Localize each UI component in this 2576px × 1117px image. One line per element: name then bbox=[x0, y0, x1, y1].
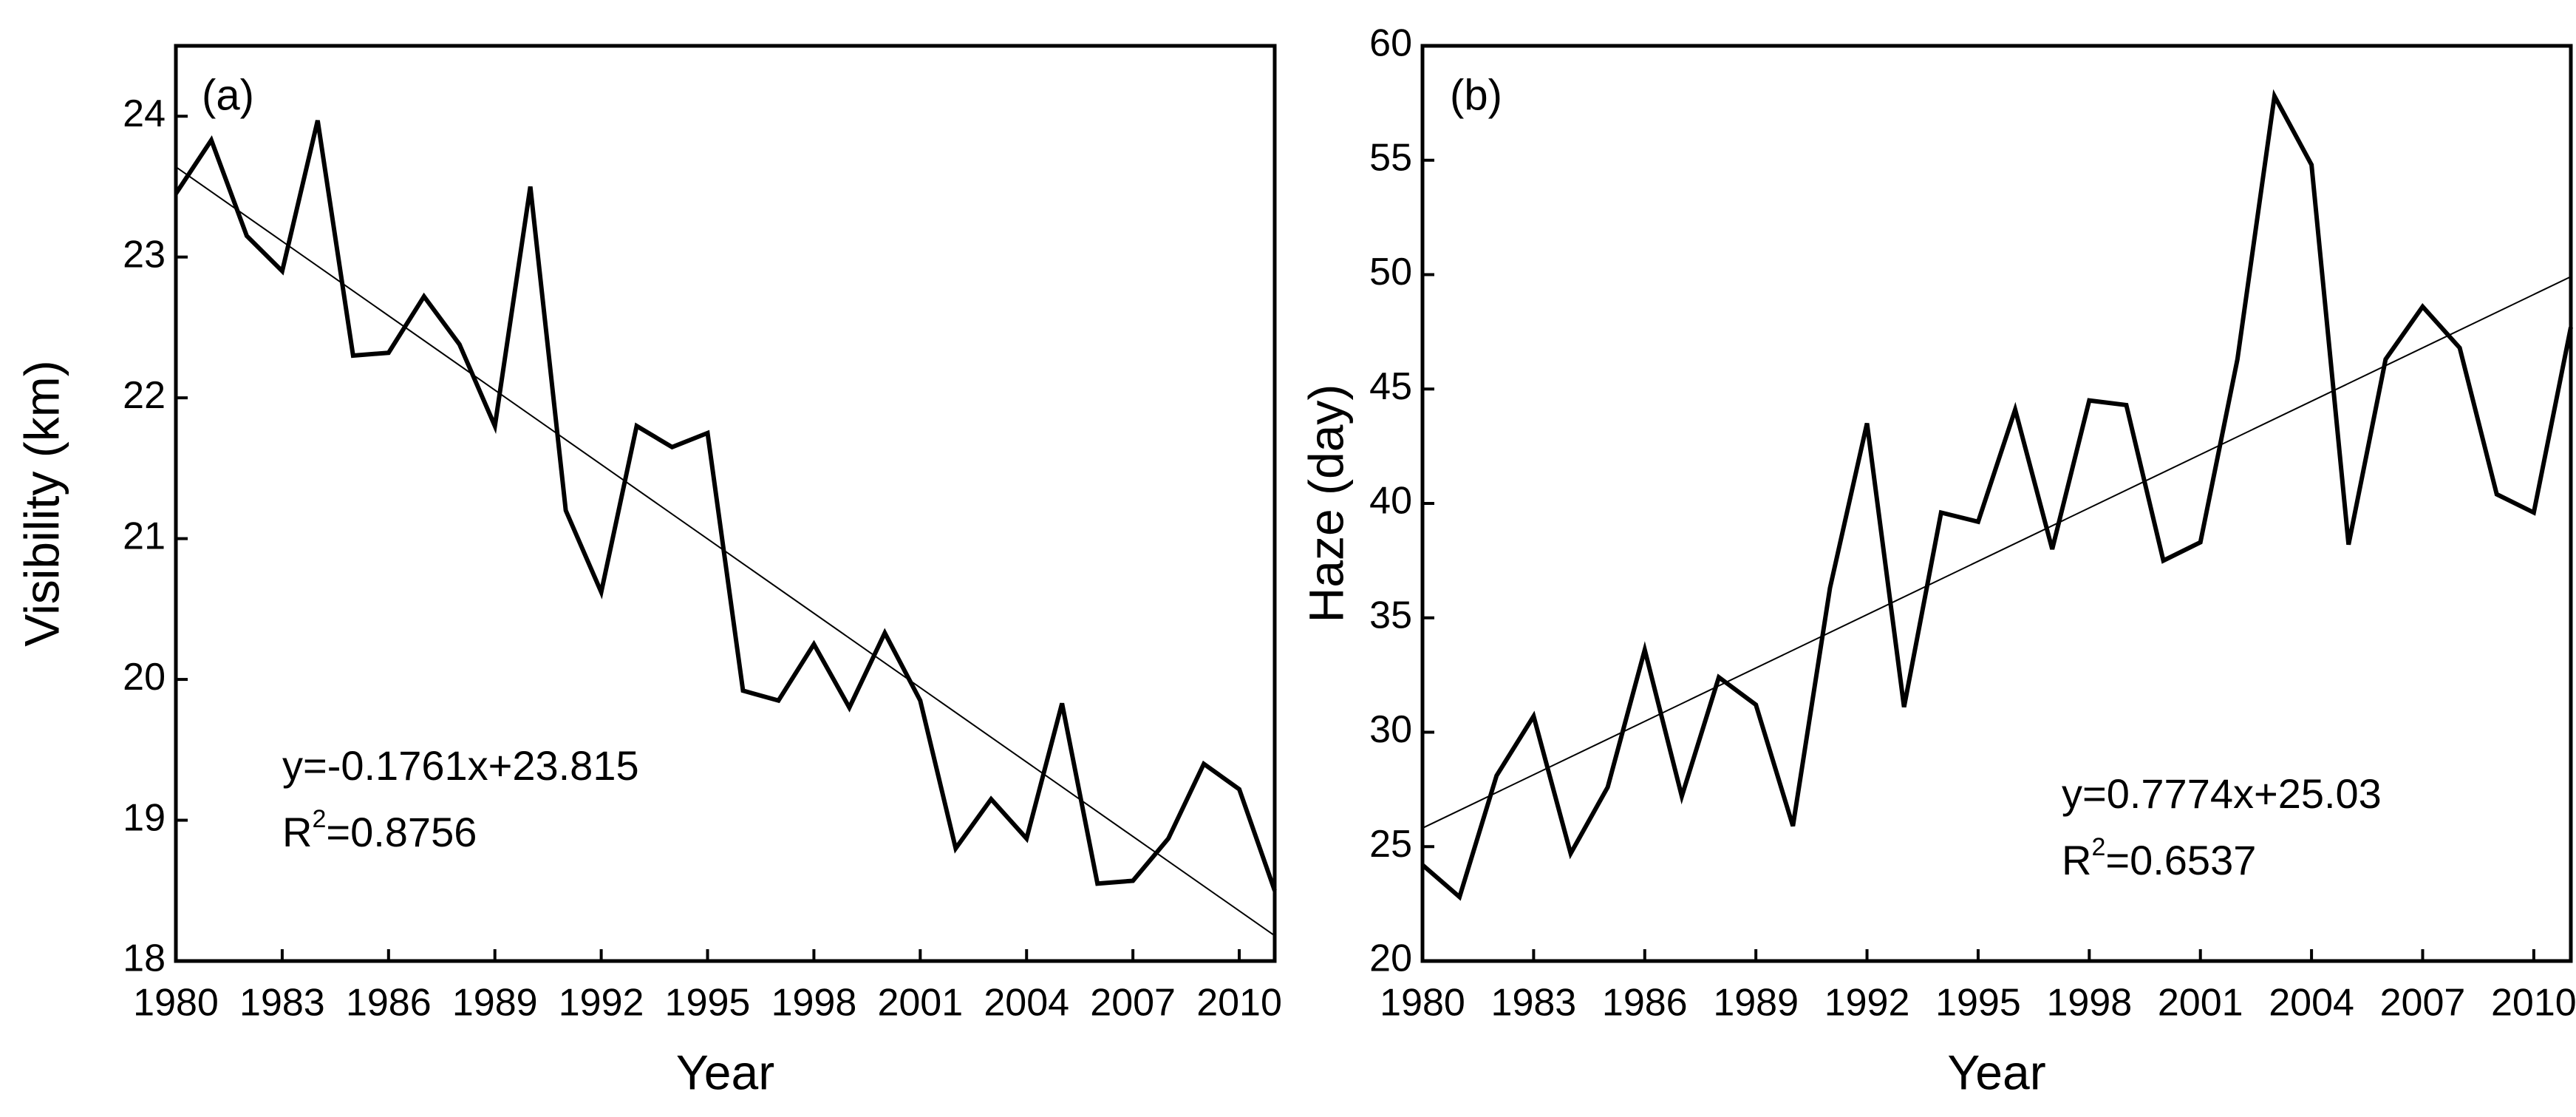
y-tick-label: 45 bbox=[1369, 365, 1412, 408]
y-tick-label: 21 bbox=[123, 515, 166, 557]
y-tick-label: 60 bbox=[1369, 22, 1412, 65]
x-tick-label: 1986 bbox=[1602, 982, 1688, 1025]
x-tick-label: 2001 bbox=[2158, 982, 2243, 1025]
r-squared-exponent: 2 bbox=[312, 805, 326, 833]
data-line bbox=[1421, 89, 2573, 901]
r-squared-value: =0.8756 bbox=[326, 809, 477, 855]
y-tick-label: 50 bbox=[1369, 251, 1412, 293]
y-tick-label: 20 bbox=[123, 656, 166, 699]
x-tick-label: 1983 bbox=[239, 982, 325, 1025]
x-tick-label: 1980 bbox=[133, 982, 219, 1025]
x-tick-label: 1980 bbox=[1380, 982, 1465, 1025]
panel-label: (a) bbox=[202, 71, 254, 119]
x-tick-label: 2010 bbox=[2491, 982, 2576, 1025]
r-squared: R2=0.6537 bbox=[2062, 833, 2256, 883]
x-tick-label: 1983 bbox=[1491, 982, 1577, 1025]
x-tick-label: 1995 bbox=[1935, 982, 2021, 1025]
trend-line bbox=[1422, 276, 2572, 829]
x-tick-label: 2010 bbox=[1196, 982, 1282, 1025]
x-tick-label: 1998 bbox=[2046, 982, 2132, 1025]
x-tick-label: 1998 bbox=[771, 982, 857, 1025]
x-tick-label: 1995 bbox=[665, 982, 751, 1025]
y-tick-label: 22 bbox=[123, 374, 166, 417]
x-tick-label: 1992 bbox=[1824, 982, 1910, 1025]
r-squared: R2=0.8756 bbox=[282, 805, 477, 855]
x-tick-label: 2007 bbox=[1090, 982, 1176, 1025]
x-axis-title: Year bbox=[676, 1045, 774, 1099]
y-axis-title: Haze (day) bbox=[1298, 384, 1353, 623]
r-squared-exponent: 2 bbox=[2091, 833, 2105, 861]
r-squared-symbol: R bbox=[282, 809, 312, 855]
y-tick-label: 30 bbox=[1369, 708, 1412, 751]
r-squared-value: =0.6537 bbox=[2105, 837, 2256, 883]
y-tick-label: 55 bbox=[1369, 136, 1412, 179]
x-tick-label: 1989 bbox=[452, 982, 538, 1025]
plot-frame bbox=[1420, 44, 2573, 963]
r-squared-symbol: R bbox=[2062, 837, 2091, 883]
y-axis-title: Visibility (km) bbox=[14, 360, 69, 646]
y-tick-label: 23 bbox=[123, 233, 166, 276]
y-tick-label: 25 bbox=[1369, 823, 1412, 866]
x-tick-label: 1986 bbox=[346, 982, 432, 1025]
x-axis-title: Year bbox=[1947, 1045, 2045, 1099]
y-tick-label: 40 bbox=[1369, 480, 1412, 523]
panel-label: (b) bbox=[1450, 71, 1502, 119]
trend-equation: y=-0.1761x+23.815 bbox=[282, 742, 639, 789]
plot-frame bbox=[174, 44, 1277, 963]
x-tick-label: 2007 bbox=[2380, 982, 2466, 1025]
y-tick-label: 24 bbox=[123, 92, 166, 135]
x-tick-label: 1989 bbox=[1713, 982, 1799, 1025]
x-tick-label: 2004 bbox=[2269, 982, 2354, 1025]
data-line bbox=[174, 120, 1277, 892]
x-tick-label: 2004 bbox=[984, 982, 1069, 1025]
x-tick-label: 2001 bbox=[877, 982, 963, 1025]
y-tick-label: 18 bbox=[123, 937, 166, 980]
y-tick-label: 35 bbox=[1369, 594, 1412, 636]
trend-equation: y=0.7774x+25.03 bbox=[2062, 770, 2382, 817]
y-tick-label: 19 bbox=[123, 796, 166, 839]
x-tick-label: 1992 bbox=[559, 982, 644, 1025]
y-tick-label: 20 bbox=[1369, 937, 1412, 980]
